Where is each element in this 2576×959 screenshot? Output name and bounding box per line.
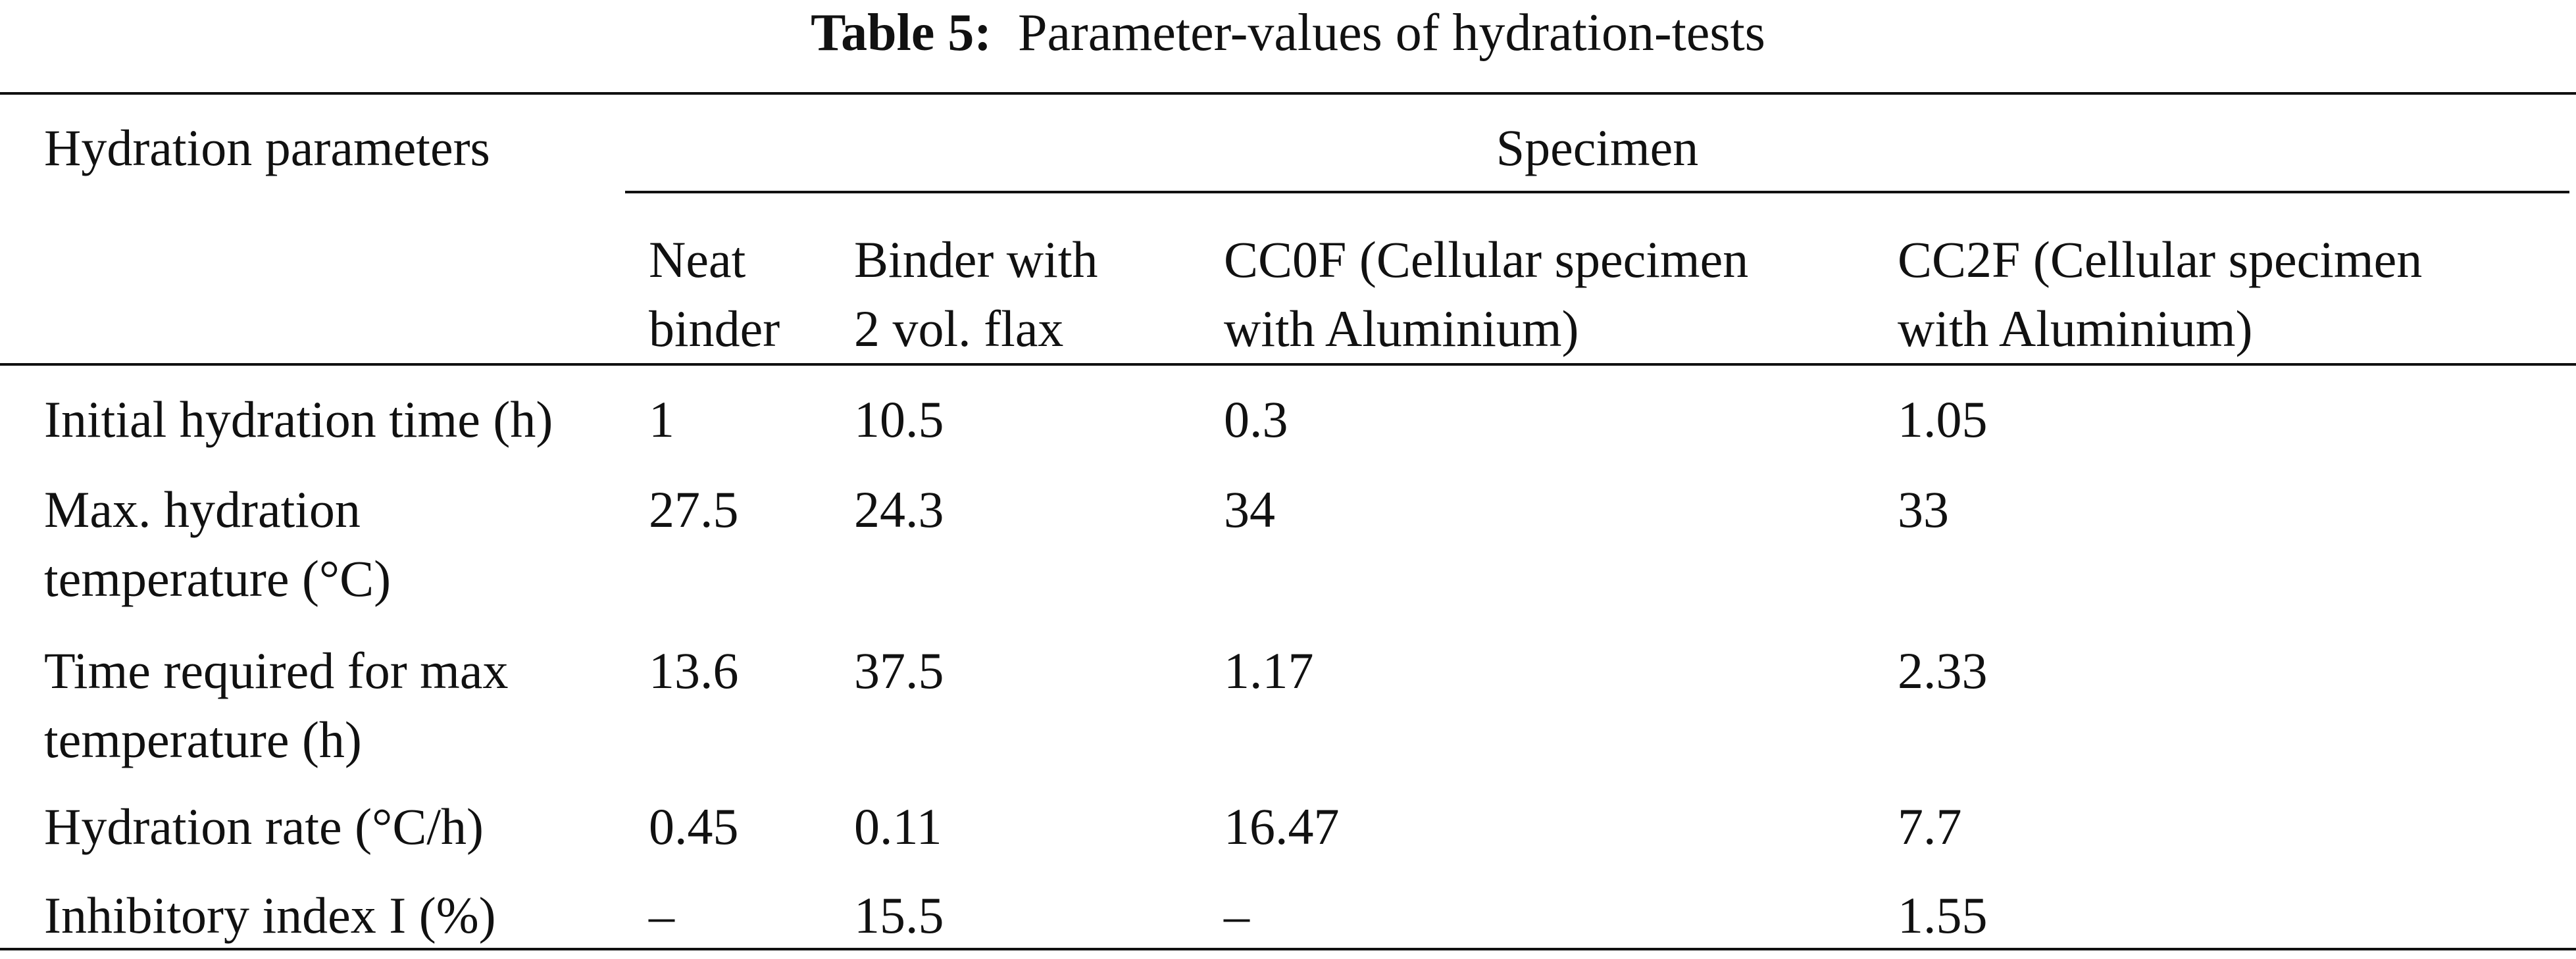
row-label: Inhibitory index I (%) <box>44 887 496 944</box>
column-header: Neat <box>649 231 746 288</box>
row-label: Initial hydration time (h) <box>44 391 553 448</box>
cell: 1.55 <box>1898 887 1988 944</box>
cell: 0.3 <box>1224 391 1288 448</box>
cell: 10.5 <box>854 391 944 448</box>
cell: – <box>649 887 674 944</box>
group-rule <box>625 191 2569 193</box>
caption-label: Table 5: <box>811 4 992 62</box>
cell: 15.5 <box>854 887 944 944</box>
column-header: binder <box>649 300 780 357</box>
cell: 1.05 <box>1898 391 1988 448</box>
cell: 27.5 <box>649 481 739 538</box>
corner-header: Hydration parameters <box>44 119 490 176</box>
group-header: Specimen <box>1496 119 1699 176</box>
cell: 1.17 <box>1224 642 1314 699</box>
cell: 2.33 <box>1898 642 1988 699</box>
cell: 13.6 <box>649 642 739 699</box>
cell: 24.3 <box>854 481 944 538</box>
row-label: Max. hydration <box>44 481 361 538</box>
cell: 7.7 <box>1898 798 1962 855</box>
cell: 33 <box>1898 481 1949 538</box>
column-header: 2 vol. flax <box>854 300 1064 357</box>
top-rule <box>0 92 2576 95</box>
column-header: CC0F (Cellular specimen <box>1224 231 1749 288</box>
row-label: temperature (h) <box>44 711 362 768</box>
cell: 34 <box>1224 481 1275 538</box>
bottom-rule <box>0 948 2576 950</box>
cell: 37.5 <box>854 642 944 699</box>
column-header: with Aluminium) <box>1224 300 1579 357</box>
row-label: Hydration rate (°C/h) <box>44 798 484 855</box>
cell: 16.47 <box>1224 798 1340 855</box>
cell: 0.45 <box>649 798 739 855</box>
row-label: Time required for max <box>44 642 509 699</box>
table-caption: Table 5: Parameter-values of hydration-t… <box>0 0 2576 66</box>
row-label: temperature (°C) <box>44 550 391 607</box>
cell: 0.11 <box>854 798 942 855</box>
header-rule <box>0 363 2576 366</box>
caption-text: Parameter-values of hydration-tests <box>1018 4 1765 62</box>
column-header: with Aluminium) <box>1898 300 2253 357</box>
column-header: CC2F (Cellular specimen <box>1898 231 2423 288</box>
cell: 1 <box>649 391 674 448</box>
cell: – <box>1224 887 1250 944</box>
column-header: Binder with <box>854 231 1098 288</box>
